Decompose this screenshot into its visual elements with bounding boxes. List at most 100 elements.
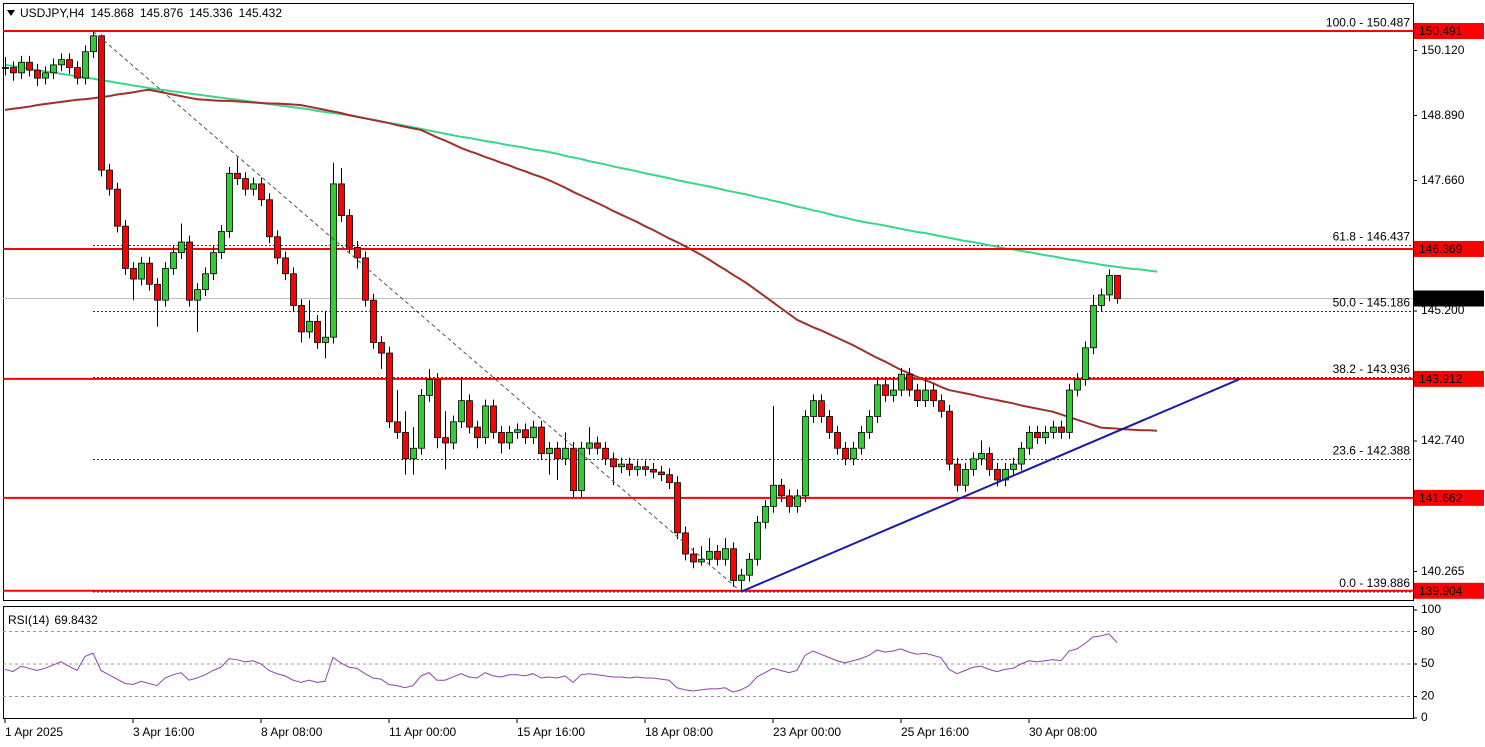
candle-body (474, 426, 481, 439)
candle-body (634, 466, 641, 470)
level-tag (1414, 582, 1484, 599)
candle-body (1074, 379, 1081, 391)
candle-body (626, 463, 633, 470)
candle-body (170, 252, 177, 269)
candle-body (210, 252, 217, 275)
candle-body (746, 558, 753, 576)
chart-header: USDJPY,H4 145.868 145.876 145.336 145.432 (20, 6, 282, 20)
fib-label: 50.0 - 145.186 (1333, 296, 1411, 310)
candle-body (506, 431, 513, 444)
candle-body (34, 69, 41, 79)
trendline (740, 377, 1241, 593)
candle-body (826, 416, 833, 433)
level-tag (1414, 489, 1484, 506)
candle-body (986, 453, 993, 470)
candle-body (874, 384, 881, 417)
header-open: 145.868 (90, 6, 134, 20)
candle-body (834, 431, 841, 449)
candle-body (610, 458, 617, 468)
candle-body (890, 389, 897, 396)
candle-body (866, 416, 873, 433)
candle-body (1106, 275, 1113, 296)
x-tick-label: 18 Apr 08:00 (645, 725, 713, 739)
candle-body (1018, 447, 1025, 465)
candle-body (354, 246, 361, 259)
candle-body (466, 400, 473, 428)
rsi-value: 69.8432 (54, 613, 98, 627)
candle-body (418, 394, 425, 449)
candle-body (442, 437, 449, 444)
y-tick-label: 140.265 (1421, 564, 1465, 578)
candle-body (1050, 426, 1057, 433)
candle-body (58, 59, 65, 66)
candle-body (954, 463, 961, 486)
candle-body (618, 463, 625, 468)
x-tick-label: 8 Apr 08:00 (261, 725, 323, 739)
x-tick-label: 1 Apr 2025 (5, 725, 63, 739)
candle-body (282, 257, 289, 275)
candle-body (810, 400, 817, 417)
candle-body (154, 283, 161, 301)
candle-body (578, 447, 585, 491)
level-tag-label: 139.904 (1419, 584, 1463, 598)
header-high: 145.876 (140, 6, 184, 20)
candle-body (1082, 347, 1089, 380)
candle-body (850, 447, 857, 460)
candle-body (74, 67, 81, 79)
candle-body (802, 416, 809, 497)
candle-body (762, 506, 769, 523)
candle-body (98, 35, 105, 171)
x-tick-label: 15 Apr 16:00 (517, 725, 585, 739)
rsi-panel-frame (3, 606, 1414, 719)
candle-body (722, 548, 729, 560)
candle-body (1090, 305, 1097, 349)
moving-average (4, 88, 1158, 432)
candle-body (978, 453, 985, 460)
x-tick-label: 25 Apr 16:00 (901, 725, 969, 739)
candle-body (130, 268, 137, 280)
candle-body (754, 521, 761, 560)
level-tag-label: 143.912 (1419, 372, 1463, 386)
candle-body (250, 183, 257, 190)
fib-label: 0.0 - 139.886 (1339, 576, 1410, 590)
rsi-y-tick-label: 50 (1421, 656, 1435, 670)
candle-body (914, 389, 921, 402)
candle-body (306, 320, 313, 333)
candle-body (658, 471, 665, 476)
x-tick-label: 3 Apr 16:00 (133, 725, 195, 739)
candle-body (882, 384, 889, 396)
header-low: 145.336 (189, 6, 233, 20)
candle-body (258, 183, 265, 201)
candle-body (482, 405, 489, 439)
level-tag-label: 146.369 (1419, 242, 1463, 256)
candle-body (410, 447, 417, 460)
rsi-header: RSI(14) 69.8432 (8, 613, 98, 627)
candle-body (490, 405, 497, 433)
candle-body (146, 262, 153, 285)
candle-body (682, 532, 689, 555)
candle-body (346, 215, 353, 248)
candle-body (690, 553, 697, 563)
candle-body (906, 373, 913, 391)
candle-body (1114, 275, 1121, 299)
candle-body (362, 257, 369, 301)
symbol: USDJPY,H4 (20, 6, 85, 20)
candle-body (858, 431, 865, 449)
candle-body (1042, 431, 1049, 439)
candle-body (274, 236, 281, 259)
candle-body (538, 426, 545, 454)
candle-body (570, 447, 577, 491)
candle-body (82, 51, 89, 79)
candle-body (114, 188, 121, 227)
level-tag-label: 150.491 (1419, 24, 1463, 38)
menu-triangle[interactable] (7, 10, 15, 16)
candle-body (266, 199, 273, 238)
candle-body (818, 400, 825, 417)
fib-label: 38.2 - 143.936 (1333, 362, 1411, 376)
candle-body (786, 495, 793, 507)
candle-body (42, 72, 49, 79)
candle-body (994, 468, 1001, 481)
candle-body (530, 426, 537, 439)
main-panel-frame (3, 3, 1414, 601)
